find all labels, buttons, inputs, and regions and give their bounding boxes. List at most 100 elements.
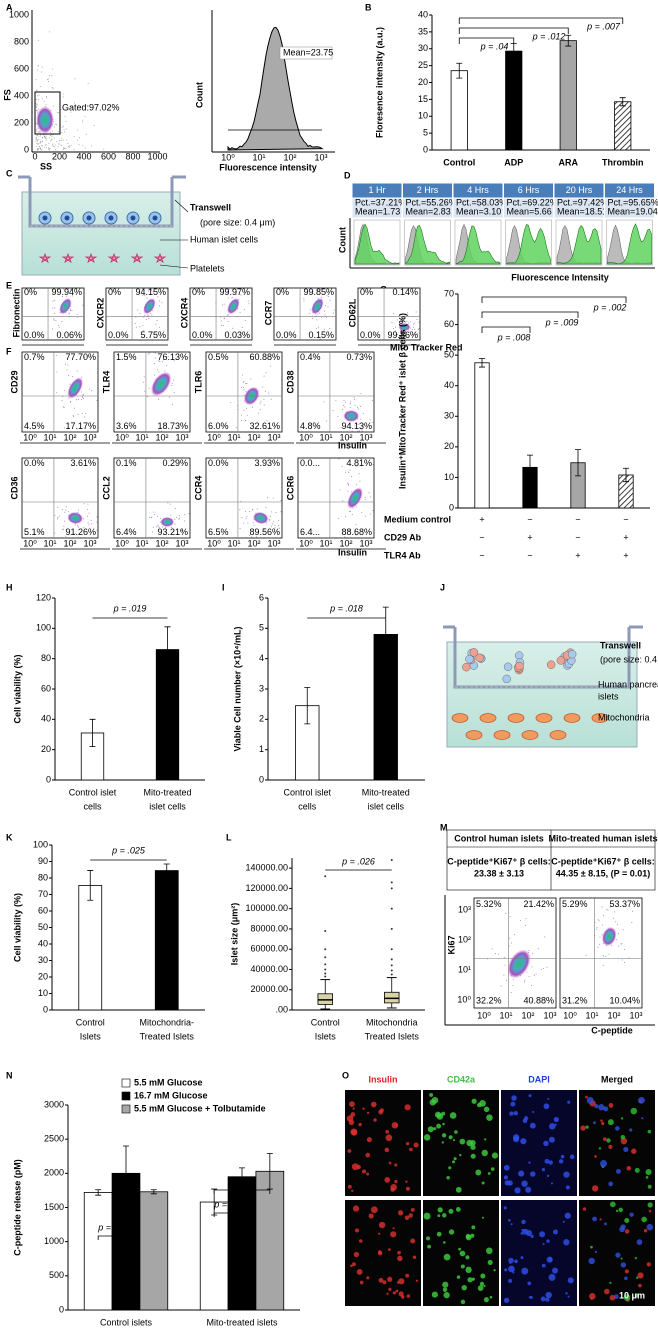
y-tick-label: 0 [43, 1004, 48, 1014]
event-dot [160, 430, 162, 432]
panel-label: K [6, 832, 13, 842]
event-dot [267, 497, 269, 499]
event-dot [64, 520, 66, 522]
event-dot [55, 354, 57, 356]
event-dot [279, 527, 281, 529]
event-dot [96, 516, 98, 518]
stain [352, 1205, 360, 1212]
pct-label: Pct.=69.22% [507, 197, 558, 207]
mean-label: Mean=19.04 [608, 206, 658, 216]
p-value: p = .025 [111, 845, 146, 855]
quadrant-value: 0% [276, 287, 289, 297]
stain [423, 1212, 431, 1220]
marker-label: CD38 [285, 370, 295, 393]
event-dot [358, 408, 360, 410]
event-dot [525, 924, 527, 926]
quadrant-value: 60.88% [249, 352, 280, 362]
event-dot [360, 418, 362, 420]
event-dot [54, 532, 56, 534]
tick-label: 10¹ [227, 432, 240, 442]
event-dot [76, 313, 78, 315]
flier [390, 973, 393, 976]
bar [139, 1191, 169, 1311]
event-dot [347, 490, 349, 492]
event-dot [355, 534, 357, 536]
stain [442, 1122, 445, 1126]
quadrant-value: 99.85% [303, 287, 334, 297]
bar [559, 40, 577, 151]
event-dot [38, 135, 40, 137]
event-dot [45, 137, 47, 139]
panel-label: J [440, 582, 445, 592]
error-bar [87, 870, 94, 901]
quadrant-value: 0% [192, 287, 205, 297]
stain [521, 1219, 526, 1225]
event-dot [48, 137, 50, 139]
event-dot [345, 471, 347, 473]
stain [368, 1213, 374, 1219]
event-dot [36, 89, 38, 91]
stain [567, 1277, 574, 1284]
event-dot [134, 323, 136, 325]
event-dot [345, 516, 347, 518]
event-dot [40, 148, 42, 150]
micrograph [501, 1090, 577, 1196]
event-dot [41, 145, 43, 147]
error-bar [479, 358, 485, 368]
y-tick-label: 3 [259, 683, 264, 693]
x-tick-label: islet cells [149, 801, 186, 811]
event-dot [319, 338, 321, 340]
event-dot [173, 379, 175, 381]
event-dot [329, 299, 331, 301]
stain [636, 1276, 639, 1279]
event-dot [71, 309, 73, 311]
event-dot [257, 531, 259, 533]
stain [620, 1117, 624, 1120]
stain [616, 1168, 621, 1174]
plot-frame [559, 897, 643, 1009]
event-dot [70, 105, 72, 107]
stain [470, 1233, 475, 1238]
sample-histogram [405, 225, 450, 265]
event-dot [63, 525, 65, 527]
event-dot [268, 392, 270, 394]
stain [620, 1257, 623, 1260]
event-dot [353, 396, 355, 398]
event-dot [400, 320, 402, 322]
stain [431, 1291, 438, 1298]
stain [394, 1163, 398, 1167]
event-dot [606, 909, 608, 911]
stain [350, 1264, 353, 1268]
event-dot [329, 328, 331, 330]
quadrant-value: 0.73% [346, 352, 372, 362]
event-dot [35, 140, 37, 142]
event-dot [173, 391, 175, 393]
y-tick-label: 4 [259, 653, 264, 663]
event-dot [46, 95, 48, 97]
y-tick-label: 20 [444, 441, 454, 451]
event-dot [265, 506, 267, 508]
event-dot [53, 318, 55, 320]
event-dot [81, 412, 83, 414]
event-dot [157, 296, 159, 298]
event-dot [51, 68, 53, 70]
tick-label: 10² [63, 538, 76, 548]
stain [594, 1250, 598, 1254]
label: Transwell [190, 202, 231, 212]
stain [378, 1232, 381, 1235]
tick-label: 800 [14, 36, 29, 46]
event-dot [512, 985, 514, 987]
event-dot [74, 532, 76, 534]
stain [352, 1262, 356, 1267]
stain [646, 1262, 651, 1267]
event-dot [176, 517, 178, 519]
event-dot [372, 421, 374, 423]
event-dot [65, 128, 67, 130]
marker-label: CXCR2 [95, 298, 105, 329]
tick-label: 800 [125, 151, 140, 161]
bar [154, 870, 179, 1011]
tick-label: 10² [247, 432, 260, 442]
stain [458, 1247, 462, 1251]
event-dot [57, 111, 59, 113]
event-dot [151, 314, 153, 316]
